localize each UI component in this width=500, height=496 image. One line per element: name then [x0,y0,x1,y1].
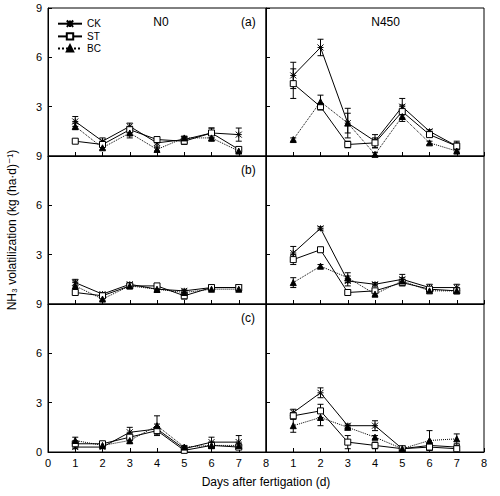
svg-text:6: 6 [36,347,42,359]
svg-text:3: 3 [36,249,42,261]
svg-text:7: 7 [236,457,242,469]
svg-text:1: 1 [290,457,296,469]
svg-text:7: 7 [454,457,460,469]
svg-text:2: 2 [317,457,323,469]
svg-text:3: 3 [127,457,133,469]
svg-text:4: 4 [154,457,160,469]
svg-text:6: 6 [208,457,214,469]
svg-text:CK: CK [87,18,101,29]
svg-text:5: 5 [399,457,405,469]
svg-text:6: 6 [36,199,42,211]
svg-text:3: 3 [36,101,42,113]
svg-text:(c): (c) [241,311,255,325]
svg-text:4: 4 [372,457,378,469]
svg-text:(b): (b) [241,163,256,177]
svg-text:N0: N0 [153,15,169,29]
svg-text:0: 0 [36,446,42,458]
svg-text:6: 6 [426,457,432,469]
svg-text:8: 8 [263,457,269,469]
svg-text:N450: N450 [371,15,400,29]
svg-text:2: 2 [99,457,105,469]
svg-text:3: 3 [36,397,42,409]
svg-text:NH₃ volatilization (kg (ha·d)⁻: NH₃ volatilization (kg (ha·d)⁻¹) [5,150,19,311]
svg-text:ST: ST [87,31,100,42]
svg-text:1: 1 [72,457,78,469]
svg-text:9: 9 [36,150,42,162]
svg-text:0: 0 [45,457,51,469]
svg-text:(a): (a) [241,15,256,29]
svg-text:3: 3 [345,457,351,469]
svg-text:9: 9 [36,298,42,310]
svg-text:BC: BC [87,43,101,54]
svg-text:9: 9 [36,2,42,14]
svg-text:5: 5 [181,457,187,469]
svg-text:Days after fertigation (d): Days after fertigation (d) [202,475,331,489]
svg-text:6: 6 [36,51,42,63]
svg-text:8: 8 [481,457,487,469]
